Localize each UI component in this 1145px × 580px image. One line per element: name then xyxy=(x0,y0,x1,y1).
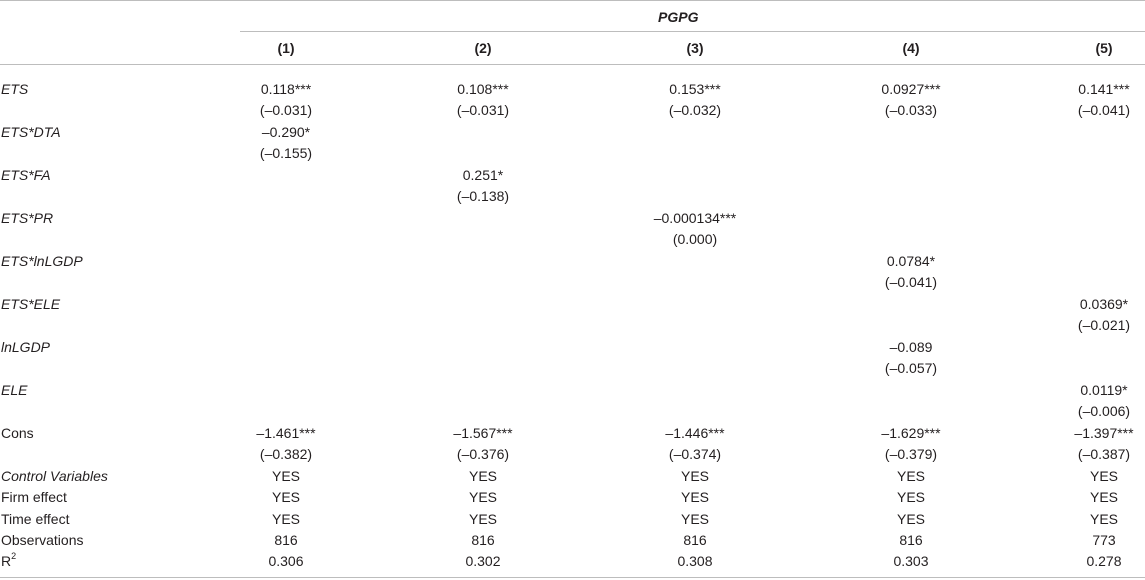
cell-coef: –1.629*** xyxy=(881,425,941,441)
cell-coef: –1.446*** xyxy=(665,425,725,441)
cell-se: (–0.032) xyxy=(668,102,722,118)
cell-value: YES xyxy=(1089,489,1118,505)
cell-se: (0.000) xyxy=(672,231,718,247)
cell-value: 816 xyxy=(471,532,495,548)
cell-value: YES xyxy=(468,468,497,484)
cell-coef: –1.397*** xyxy=(1074,425,1134,441)
cell-value: 816 xyxy=(683,532,707,548)
cell-se: (–0.138) xyxy=(456,188,510,204)
cell-value: YES xyxy=(1089,468,1118,484)
bottom-rule xyxy=(0,577,1145,578)
cell-se: (–0.041) xyxy=(884,274,938,290)
column-header-3: (3) xyxy=(686,40,704,56)
cell-se: (–0.031) xyxy=(456,102,510,118)
cell-se: (–0.155) xyxy=(259,145,313,161)
column-header-1: (1) xyxy=(277,40,295,56)
cell-value: 0.303 xyxy=(893,553,929,569)
row-label-ets-dta: ETS*DTA xyxy=(1,124,61,140)
column-header-4: (4) xyxy=(902,40,920,56)
cell-value: YES xyxy=(896,468,925,484)
cell-value: YES xyxy=(271,489,300,505)
header-bottom-rule xyxy=(0,64,1145,65)
column-header-2: (2) xyxy=(474,40,492,56)
row-label-ets-lnlgdp: ETS*lnLGDP xyxy=(1,253,83,269)
row-label-observations: Observations xyxy=(1,532,84,548)
row-label-ets-fa: ETS*FA xyxy=(1,167,51,183)
cell-value: YES xyxy=(680,489,709,505)
r-squared-base: R xyxy=(1,553,12,569)
cell-coef: 0.141*** xyxy=(1078,81,1130,97)
cell-se: (–0.031) xyxy=(259,102,313,118)
row-label-r-squared: R2 xyxy=(1,551,17,569)
cell-coef: 0.251* xyxy=(462,167,504,183)
cell-coef: –0.290* xyxy=(261,124,311,140)
cell-coef: 0.0369* xyxy=(1079,296,1129,312)
cell-value: YES xyxy=(271,468,300,484)
row-label-time-effect: Time effect xyxy=(1,511,70,527)
cell-se: (–0.382) xyxy=(259,446,313,462)
cell-value: 0.302 xyxy=(465,553,501,569)
cell-coef: 0.153*** xyxy=(669,81,721,97)
cell-coef: 0.118*** xyxy=(260,81,312,97)
cell-value: YES xyxy=(896,489,925,505)
row-label-firm-effect: Firm effect xyxy=(1,489,67,505)
cell-se: (–0.376) xyxy=(456,446,510,462)
cell-se: (–0.033) xyxy=(884,102,938,118)
r-squared-superscript: 2 xyxy=(11,551,17,562)
cell-se: (–0.057) xyxy=(884,360,938,376)
cell-value: YES xyxy=(1089,511,1118,527)
dependent-variable-header: PGPG xyxy=(658,9,699,25)
cell-value: YES xyxy=(468,511,497,527)
cell-value: YES xyxy=(271,511,300,527)
cell-coef: 0.0784* xyxy=(886,253,936,269)
row-label-ele: ELE xyxy=(1,382,28,398)
row-label-ets-ele: ETS*ELE xyxy=(1,296,61,312)
row-label-ets: ETS xyxy=(1,81,29,97)
cell-value: 0.278 xyxy=(1086,553,1122,569)
cell-coef: 0.108*** xyxy=(457,81,509,97)
cell-se: (–0.387) xyxy=(1077,446,1131,462)
cell-coef: –0.089 xyxy=(889,339,933,355)
cell-coef: 0.0927*** xyxy=(881,81,941,97)
column-header-5: (5) xyxy=(1095,40,1113,56)
cell-se: (–0.021) xyxy=(1077,317,1131,333)
cell-value: YES xyxy=(680,468,709,484)
cell-value: 773 xyxy=(1092,532,1116,548)
cell-coef: –0.000134*** xyxy=(653,210,737,226)
top-rule xyxy=(0,0,1145,1)
cell-value: YES xyxy=(896,511,925,527)
cell-value: 816 xyxy=(899,532,923,548)
row-label-cons: Cons xyxy=(1,425,34,441)
row-label-ets-pr: ETS*PR xyxy=(1,210,54,226)
cell-value: YES xyxy=(468,489,497,505)
cell-se: (–0.374) xyxy=(668,446,722,462)
cell-se: (–0.379) xyxy=(884,446,938,462)
cell-value: YES xyxy=(680,511,709,527)
header-underline xyxy=(240,31,1145,32)
cell-coef: –1.567*** xyxy=(453,425,513,441)
cell-se: (–0.006) xyxy=(1077,403,1131,419)
cell-value: 0.308 xyxy=(677,553,713,569)
row-label-control-variables: Control Variables xyxy=(1,468,108,484)
cell-value: 0.306 xyxy=(268,553,304,569)
row-label-lnlgdp: lnLGDP xyxy=(1,339,51,355)
cell-se: (–0.041) xyxy=(1077,102,1131,118)
cell-coef: –1.461*** xyxy=(256,425,316,441)
cell-coef: 0.0119* xyxy=(1080,382,1128,398)
cell-value: 816 xyxy=(274,532,298,548)
